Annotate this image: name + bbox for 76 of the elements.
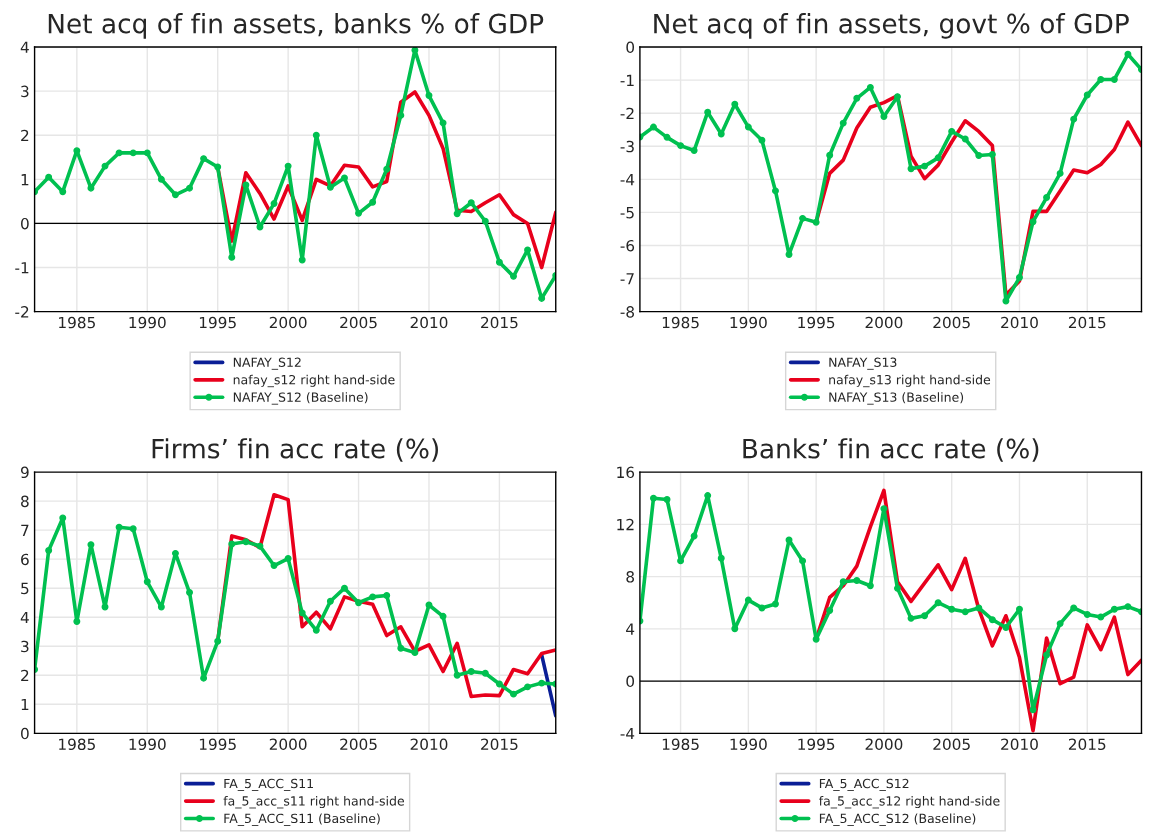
y-tick-label: 9 bbox=[20, 466, 29, 479]
legend-label: NAFAY_S12 bbox=[233, 357, 301, 370]
y-tick-label: -2 bbox=[620, 107, 634, 119]
x-tick-label: 2015 bbox=[1068, 316, 1106, 329]
y-tick-label: 4 bbox=[626, 623, 635, 635]
y-tick-label: -8 bbox=[620, 306, 635, 318]
legend-label: FA_5_ACC_S11 (Baseline) bbox=[224, 813, 380, 826]
chart-title: Net acq of fin assets, banks % of GDP bbox=[48, 13, 544, 39]
y-tick-label: 0 bbox=[626, 41, 635, 54]
x-tick-label: 2000 bbox=[865, 316, 903, 329]
y-tick-label: 12 bbox=[617, 518, 634, 531]
y-tick-label: 5 bbox=[21, 582, 29, 595]
y-tick-label: -2 bbox=[15, 306, 29, 318]
y-tick-label: 0 bbox=[21, 727, 29, 740]
legend-label: FA_5_ACC_S12 bbox=[819, 778, 909, 791]
y-tick-label: 0 bbox=[626, 675, 635, 688]
y-tick-label: 8 bbox=[21, 495, 29, 508]
x-tick-label: 1995 bbox=[798, 316, 835, 329]
y-tick-label: -6 bbox=[620, 239, 635, 252]
y-tick-label: -5 bbox=[620, 207, 634, 219]
y-tick-label: 3 bbox=[21, 640, 29, 653]
x-tick-label: 2015 bbox=[1068, 738, 1106, 751]
x-tick-label: 2005 bbox=[340, 316, 377, 329]
x-tick-label: 2005 bbox=[933, 738, 970, 751]
y-tick-label: 16 bbox=[617, 466, 635, 479]
x-tick-label: 2010 bbox=[1001, 316, 1038, 329]
x-tick-label: 1990 bbox=[129, 738, 166, 751]
x-tick-label: 2010 bbox=[410, 316, 448, 329]
x-tick-label: 2005 bbox=[933, 316, 970, 329]
y-tick-label: 6 bbox=[21, 553, 29, 566]
chart-title: Banks’ fin acc rate (%) bbox=[743, 438, 1039, 462]
y-tick-label: -1 bbox=[15, 262, 29, 274]
y-tick-label: -4 bbox=[620, 727, 635, 740]
x-tick-label: 1990 bbox=[730, 738, 767, 751]
x-tick-label: 1985 bbox=[59, 316, 95, 329]
x-tick-label: 2010 bbox=[1001, 738, 1038, 751]
y-tick-label: -3 bbox=[620, 140, 634, 153]
legend-label: NAFAY_S12 (Baseline) bbox=[233, 392, 368, 405]
y-tick-label: 3 bbox=[21, 85, 29, 98]
x-tick-label: 2000 bbox=[865, 738, 903, 751]
x-tick-label: 1995 bbox=[798, 738, 835, 751]
x-tick-label: 1990 bbox=[129, 316, 166, 329]
legend-label: NAFAY_S13 (Baseline) bbox=[829, 392, 964, 405]
y-tick-label: 4 bbox=[20, 41, 29, 53]
y-tick-label: 2 bbox=[21, 669, 29, 682]
y-tick-label: -4 bbox=[620, 174, 635, 186]
chart-title: Net acq of fin assets, govt % of GDP bbox=[654, 13, 1129, 39]
y-tick-label: 4 bbox=[20, 611, 29, 624]
y-tick-label: 2 bbox=[21, 129, 29, 142]
x-tick-label: 2005 bbox=[340, 738, 377, 751]
legend-label: nafay_s12 right hand-side bbox=[233, 374, 395, 388]
y-tick-label: 8 bbox=[626, 571, 635, 583]
y-tick-label: 0 bbox=[21, 217, 29, 230]
legend-label: FA_5_ACC_S12 (Baseline) bbox=[819, 813, 976, 826]
legend-label: fa_5_acc_s11 right hand-side bbox=[223, 795, 404, 809]
y-tick-label: 1 bbox=[21, 174, 29, 186]
x-tick-label: 1985 bbox=[662, 738, 699, 751]
y-tick-label: -7 bbox=[620, 273, 634, 285]
x-tick-label: 2015 bbox=[481, 316, 518, 329]
x-tick-label: 2015 bbox=[481, 738, 518, 751]
x-tick-label: 1995 bbox=[199, 316, 236, 329]
x-tick-label: 1985 bbox=[662, 316, 699, 329]
x-tick-label: 2000 bbox=[269, 316, 307, 329]
x-tick-label: 2000 bbox=[269, 738, 307, 751]
legend-label: fa_5_acc_s12 right hand-side bbox=[819, 795, 1000, 809]
legend-label: FA_5_ACC_S11 bbox=[224, 778, 313, 791]
y-tick-label: -1 bbox=[620, 74, 634, 86]
chart-title: Firms’ fin acc rate (%) bbox=[152, 438, 438, 462]
y-tick-label: 7 bbox=[21, 524, 29, 536]
y-tick-label: 1 bbox=[21, 698, 29, 711]
legend-label: NAFAY_S13 bbox=[829, 357, 897, 370]
x-tick-label: 2010 bbox=[410, 738, 448, 751]
legend-label: nafay_s13 right hand-side bbox=[829, 374, 991, 388]
x-tick-label: 1990 bbox=[730, 316, 767, 329]
x-tick-label: 1995 bbox=[199, 738, 236, 751]
x-tick-label: 1985 bbox=[59, 738, 95, 751]
